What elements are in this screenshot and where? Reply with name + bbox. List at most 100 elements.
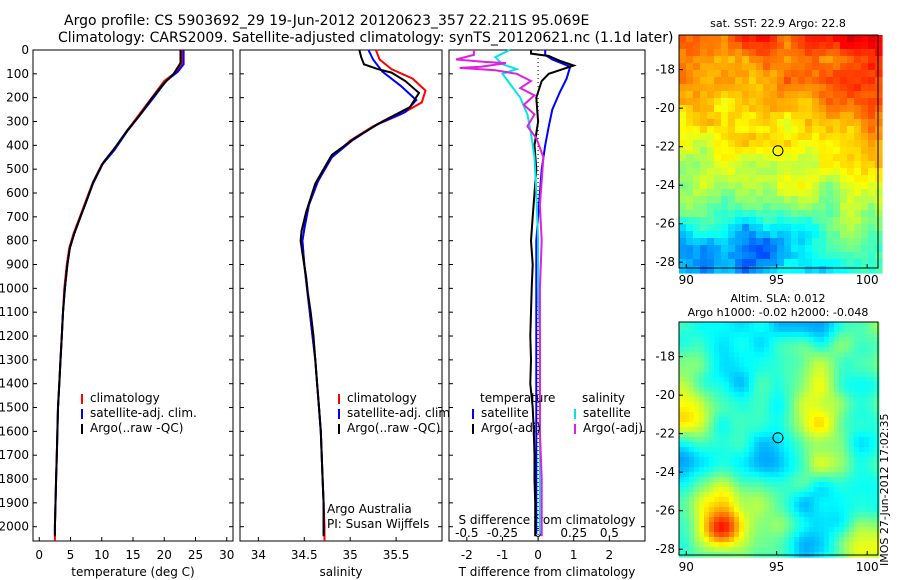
heatmap-cell — [826, 63, 834, 71]
heatmap-cell — [744, 462, 750, 468]
heatmap-cell — [769, 387, 775, 393]
heatmap-cell — [809, 432, 815, 438]
heatmap-cell — [714, 347, 720, 353]
heatmap-cell — [849, 357, 855, 363]
heatmap-cell — [826, 35, 834, 43]
heatmap-cell — [694, 367, 700, 373]
heatmap-cell — [689, 427, 695, 433]
heatmap-cell — [756, 126, 764, 134]
heatmap-cell — [694, 527, 700, 533]
heatmap-cell — [769, 397, 775, 403]
heatmap-cell — [784, 245, 792, 253]
heatmap-cell — [735, 182, 743, 190]
heatmap-cell — [759, 337, 765, 343]
heatmap-cell — [709, 332, 715, 338]
heatmap-cell — [721, 196, 729, 204]
heatmap-cell — [679, 362, 685, 368]
heatmap-cell — [849, 547, 855, 553]
heatmap-cell — [812, 126, 820, 134]
heatmap-cell — [684, 447, 690, 453]
heatmap-cell — [819, 497, 825, 503]
heatmap-cell — [744, 392, 750, 398]
heatmap-cell — [804, 527, 810, 533]
heatmap-cell — [849, 327, 855, 333]
heatmap-cell — [864, 482, 870, 488]
heatmap-cell — [728, 35, 736, 43]
heatmap-cell — [809, 402, 815, 408]
heatmap-cell — [739, 502, 745, 508]
heatmap-cell — [854, 392, 860, 398]
salinity-legend-label: climatology — [347, 391, 417, 405]
heatmap-cell — [799, 442, 805, 448]
heatmap-cell — [739, 467, 745, 473]
heatmap-cell — [754, 417, 760, 423]
heatmap-cell — [814, 327, 820, 333]
heatmap-cell — [735, 224, 743, 232]
heatmap-cell — [829, 327, 835, 333]
heatmap-cell — [791, 133, 799, 141]
heatmap-cell — [809, 407, 815, 413]
heatmap-cell — [869, 437, 875, 443]
heatmap-cell — [791, 245, 799, 253]
heatmap-cell — [829, 422, 835, 428]
heatmap-cell — [814, 502, 820, 508]
heatmap-cell — [679, 532, 685, 538]
heatmap-cell — [714, 357, 720, 363]
heatmap-cell — [868, 182, 876, 190]
heatmap-cell — [812, 217, 820, 225]
heatmap-cell — [763, 259, 771, 267]
heatmap-cell — [804, 347, 810, 353]
sst-map-title: sat. SST: 22.9 Argo: 22.8 — [710, 17, 846, 30]
heatmap-cell — [774, 522, 780, 528]
heatmap-cell — [777, 210, 785, 218]
heatmap-cell — [729, 547, 735, 553]
heatmap-cell — [804, 447, 810, 453]
heatmap-cell — [735, 189, 743, 197]
heatmap-cell — [719, 377, 725, 383]
heatmap-cell — [839, 442, 845, 448]
heatmap-cell — [754, 497, 760, 503]
heatmap-cell — [714, 387, 720, 393]
heatmap-cell — [849, 447, 855, 453]
heatmap-cell — [749, 126, 757, 134]
heatmap-cell — [779, 447, 785, 453]
heatmap-cell — [794, 447, 800, 453]
heatmap-cell — [804, 522, 810, 528]
heatmap-cell — [875, 217, 883, 225]
heatmap-cell — [799, 407, 805, 413]
heatmap-cell — [839, 327, 845, 333]
heatmap-cell — [686, 259, 694, 267]
heatmap-cell — [686, 182, 694, 190]
heatmap-cell — [774, 367, 780, 373]
heatmap-cell — [840, 196, 848, 204]
heatmap-cell — [693, 133, 701, 141]
heatmap-cell — [868, 203, 876, 211]
heatmap-cell — [699, 407, 705, 413]
heatmap-cell — [791, 112, 799, 120]
heatmap-cell — [739, 352, 745, 358]
heatmap-cell — [864, 452, 870, 458]
heatmap-cell — [839, 412, 845, 418]
heatmap-cell — [854, 472, 860, 478]
heatmap-cell — [686, 91, 694, 99]
heatmap-cell — [875, 126, 883, 134]
heatmap-cell — [756, 91, 764, 99]
heatmap-cell — [794, 482, 800, 488]
heatmap-cell — [742, 112, 750, 120]
heatmap-cell — [789, 397, 795, 403]
heatmap-cell — [784, 175, 792, 183]
heatmap-cell — [714, 126, 722, 134]
heatmap-cell — [721, 105, 729, 113]
heatmap-cell — [812, 119, 820, 127]
heatmap-cell — [724, 372, 730, 378]
heatmap-cell — [819, 154, 827, 162]
heatmap-cell — [759, 482, 765, 488]
heatmap-cell — [804, 357, 810, 363]
heatmap-cell — [784, 49, 792, 57]
heatmap-cell — [739, 487, 745, 493]
heatmap-cell — [874, 362, 880, 368]
heatmap-cell — [721, 224, 729, 232]
heatmap-cell — [812, 203, 820, 211]
heatmap-cell — [756, 84, 764, 92]
heatmap-cell — [874, 447, 880, 453]
